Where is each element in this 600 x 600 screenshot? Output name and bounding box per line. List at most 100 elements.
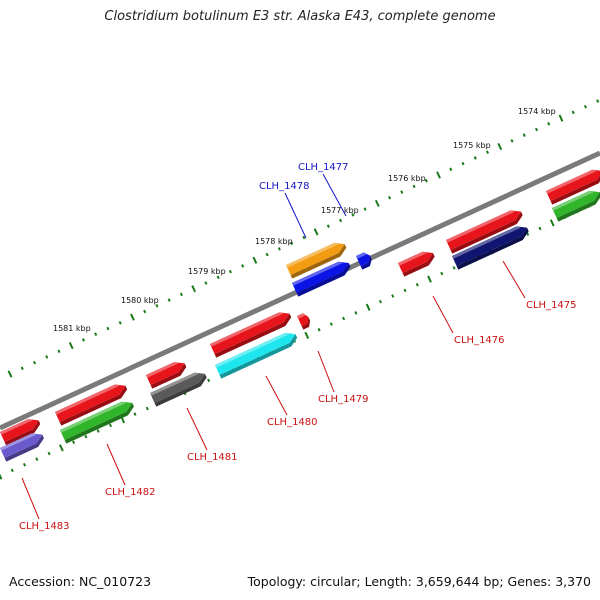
kbp-labels: 1574 kbp 1575 kbp 1576 kbp 1577 kbp 1578 kbp… [53, 107, 556, 333]
inner-tick [378, 299, 382, 304]
gene-label: CLH_1475 [526, 300, 577, 311]
outer-tick [388, 195, 392, 200]
gene-label: CLH_1480 [267, 417, 318, 428]
inner-tick [10, 468, 14, 473]
gene-label: CLH_1479 [318, 394, 369, 405]
outer-tick [204, 281, 208, 285]
outer-tick [68, 341, 74, 350]
outer-tick [449, 167, 453, 172]
inner-tick [84, 434, 88, 439]
gene-label: CLH_1481 [187, 452, 238, 463]
outer-tick [7, 370, 13, 378]
outer-tick [118, 321, 122, 325]
gene-arrow-red [210, 312, 292, 358]
gene-arrow-navy [452, 226, 529, 270]
inner-tick [317, 327, 321, 332]
outer-tick [241, 264, 245, 268]
gene-arrow-red [55, 384, 128, 426]
inner-tick [47, 451, 51, 456]
outer-tick [45, 355, 49, 359]
gene-label: CLH_1476 [454, 335, 505, 346]
inner-tick [365, 303, 371, 311]
kbp-label: 1579 kbp [188, 267, 226, 276]
gene-label: CLH_1482 [105, 487, 156, 498]
outer-tick [473, 156, 477, 160]
inner-tick [108, 423, 112, 428]
gene-label-leader [322, 173, 347, 217]
inner-tick [354, 311, 358, 315]
outer-tick [510, 139, 514, 143]
genome-summary-text: Topology: circular; Length: 3,659,644 bp… [247, 574, 591, 589]
gene-labels: CLH_1477 CLH_1478 CLH_1475 CLH_1476 CLH_1479… [19, 162, 577, 532]
outer-tick [302, 235, 306, 240]
inner-tick [133, 412, 137, 416]
gene-arrow-blue [356, 252, 372, 270]
outer-tick [461, 161, 465, 166]
inner-tick [0, 473, 3, 480]
inner-tick [329, 322, 333, 326]
outer-tick [485, 150, 490, 155]
outer-tick [351, 213, 355, 217]
gene-label-leader [106, 443, 126, 486]
inner-tick [427, 275, 432, 283]
outer-tick [81, 338, 86, 342]
inner-tick [304, 331, 310, 339]
outer-tick [143, 309, 147, 314]
kbp-label: 1575 kbp [453, 141, 491, 150]
outer-tick [277, 247, 281, 251]
outer-tick [265, 252, 269, 257]
kbp-label: 1577 kbp [321, 206, 359, 215]
outer-tick [547, 122, 551, 126]
outer-tick [20, 366, 24, 371]
outer-tick [326, 224, 330, 228]
gene-arrow-red [446, 210, 523, 254]
inner-tick [145, 406, 149, 411]
kbp-label: 1580 kbp [121, 296, 159, 305]
inner-tick [35, 457, 39, 461]
gene-label-leader [265, 375, 288, 416]
inner-tick [538, 226, 542, 231]
outer-tick-ring [7, 99, 600, 378]
gene-label-leader [502, 260, 526, 299]
gene-arrow-green [552, 190, 600, 222]
outer-tick [216, 275, 220, 280]
gene-arrow-red [146, 362, 187, 389]
gene-label-leader [284, 192, 307, 239]
outer-tick [424, 178, 428, 183]
outer-tick [290, 241, 294, 245]
gene-label-leader [432, 295, 454, 334]
gene-arrow-red [0, 419, 41, 446]
outer-tick [339, 218, 343, 223]
inner-tick [342, 316, 346, 321]
gene-arrow-red [297, 313, 311, 330]
gene-label-leader [317, 350, 335, 393]
inner-tick [415, 282, 419, 287]
inner-tick [207, 378, 211, 383]
inner-tick [23, 462, 27, 467]
gene-label-leader [186, 407, 208, 451]
outer-tick [130, 313, 135, 321]
inner-tick [549, 219, 555, 227]
outer-tick [412, 184, 416, 189]
gene-arrow-orange [286, 242, 347, 279]
outer-tick [167, 298, 171, 302]
gene-arrow-blue [292, 261, 351, 297]
outer-tick [191, 285, 197, 293]
outer-tick [179, 292, 183, 297]
kbp-label: 1574 kbp [518, 107, 556, 116]
gene-arrow-red [398, 251, 435, 277]
outer-tick [228, 269, 232, 274]
figure-title: Clostridium botulinum E3 str. Alaska E43… [104, 9, 496, 24]
outer-tick [571, 110, 575, 115]
outer-tick [374, 199, 380, 208]
inner-tick [96, 429, 100, 433]
outer-tick [400, 190, 404, 194]
accession-text: Accession: NC_010723 [9, 574, 152, 589]
kbp-label: 1578 kbp [255, 237, 293, 246]
inner-tick [58, 444, 64, 452]
inner-tick [440, 271, 444, 276]
outer-tick [32, 360, 37, 365]
outer-tick [522, 133, 526, 137]
inner-tick [403, 288, 407, 293]
